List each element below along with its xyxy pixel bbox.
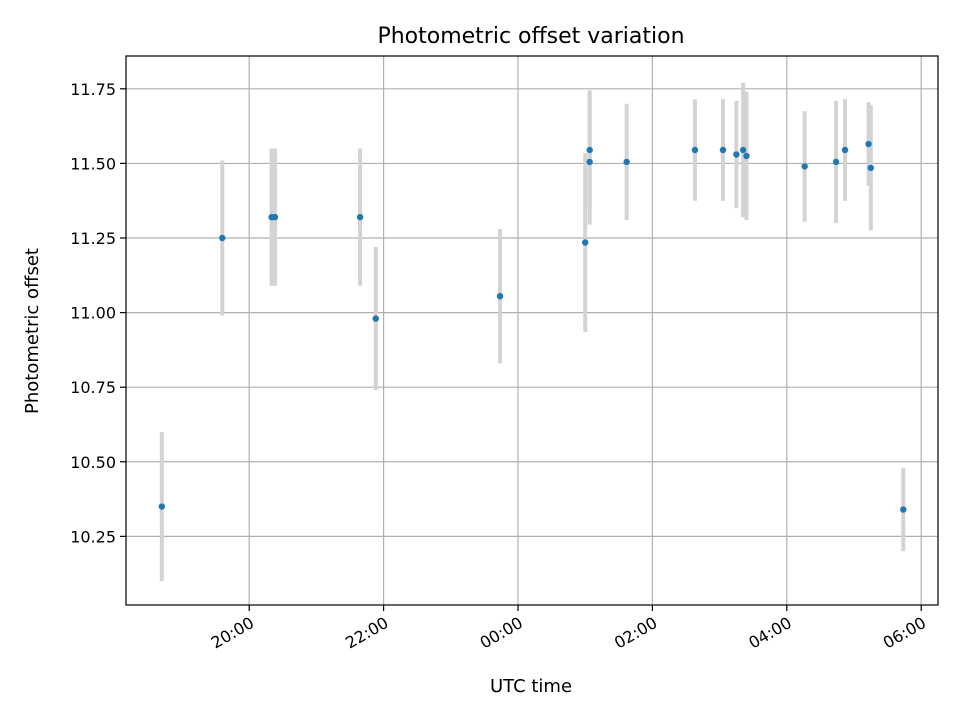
data-point	[582, 239, 589, 246]
data-points	[158, 140, 907, 513]
data-point	[219, 234, 226, 242]
y-tick-label: 10.25	[70, 527, 116, 546]
y-tick-label: 11.25	[70, 229, 116, 248]
data-point	[586, 146, 593, 154]
x-axis-title: UTC time	[490, 676, 572, 697]
y-tick-label: 10.50	[70, 453, 116, 472]
data-point	[372, 315, 379, 322]
data-point	[739, 146, 747, 154]
y-tick-label: 10.75	[70, 378, 116, 397]
data-point	[900, 506, 907, 513]
y-axis-title: Photometric offset	[22, 248, 43, 414]
data-point	[801, 163, 808, 170]
chart-title: Photometric offset variation	[377, 24, 684, 49]
data-point	[271, 213, 279, 221]
data-point	[743, 152, 750, 160]
data-point	[356, 213, 364, 221]
grid-lines	[126, 56, 938, 605]
data-point	[586, 158, 593, 166]
data-point	[719, 146, 727, 154]
data-point	[865, 140, 872, 148]
data-point	[158, 503, 166, 510]
data-point	[841, 146, 849, 154]
y-tick-label: 11.00	[70, 304, 116, 323]
data-point	[623, 158, 630, 166]
data-point	[733, 151, 740, 158]
data-point	[832, 158, 840, 166]
y-tick-label: 11.50	[70, 154, 116, 173]
y-tick-label: 11.75	[70, 80, 116, 99]
data-point	[496, 292, 504, 300]
plot-frame	[125, 55, 939, 606]
data-point	[691, 146, 699, 154]
data-point	[867, 164, 874, 172]
